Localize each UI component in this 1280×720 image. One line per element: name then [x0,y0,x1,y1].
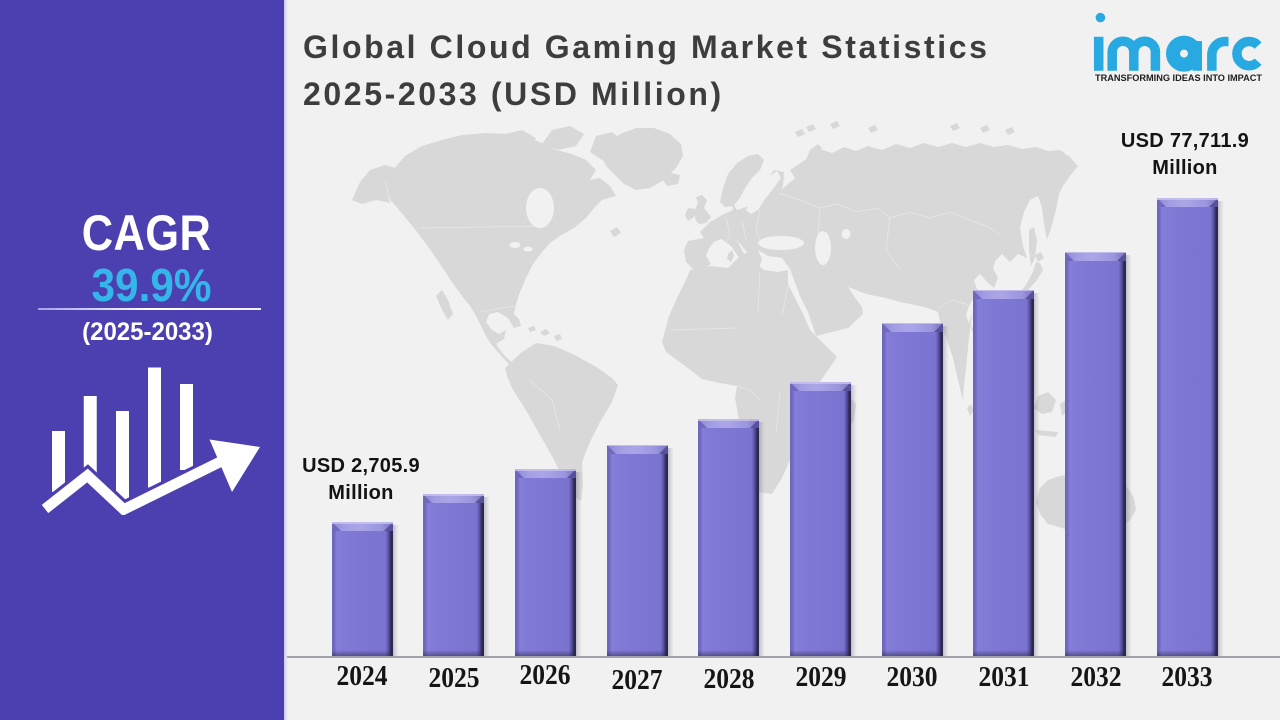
svg-text:TRANSFORMING IDEAS INTO IMPACT: TRANSFORMING IDEAS INTO IMPACT [1095,73,1262,83]
